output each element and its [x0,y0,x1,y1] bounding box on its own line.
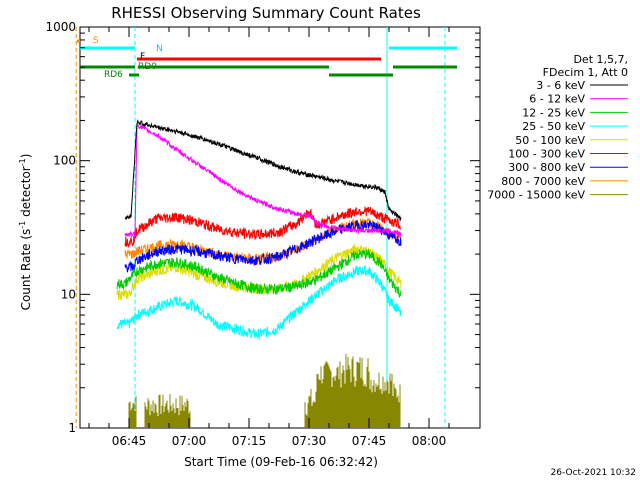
legend-header-1: Det 1,5,7, [573,53,628,66]
series-line-2 [116,249,402,298]
legend-label-0: 3 - 6 keV [536,79,585,92]
series-line-3 [116,264,402,340]
olive-block-2 [304,388,317,428]
legend-header-2: FDecim 1, Att 0 [543,66,628,79]
status-label-F: F [140,52,145,62]
status-label-RD0: RD0 [138,62,157,72]
status-label-RD6: RD6 [104,70,123,80]
x-tick-label-3: 07:30 [292,434,327,448]
legend-label-8: 7000 - 15000 keV [487,189,585,202]
y-tick-label-3: 1000 [45,20,76,34]
y-tick-label-1: 10 [61,287,76,301]
legend-label-4: 50 - 100 keV [515,134,585,147]
olive-block-3 [316,361,341,428]
x-axis-label: Start Time (09-Feb-16 06:32:42) [184,455,378,469]
legend-label-7: 800 - 7000 keV [501,175,585,188]
x-tick-label-4: 07:45 [352,434,387,448]
series-line-5 [124,206,402,249]
legend-label-1: 6 - 12 keV [529,93,585,106]
series-line-1 [124,123,402,239]
plot-frame [79,26,481,429]
y-tick-label-0: 1 [68,421,76,435]
x-tick-label-1: 07:00 [172,434,207,448]
olive-block-6 [392,383,401,428]
series-line-7 [124,216,402,265]
olive-block-4 [340,353,369,428]
legend-label-5: 100 - 300 keV [508,148,585,161]
olive-block-1 [144,394,191,428]
footer-date: 26-Oct-2021 10:32 [551,468,636,478]
x-tick-label-0: 06:45 [112,434,147,448]
series-line-0 [124,118,402,222]
status-label-N: N [156,44,163,54]
olive-block-5 [368,371,393,428]
legend-label-6: 300 - 800 keV [508,161,585,174]
y-axis-label: Count Rate (s-1 detector-1) [18,154,33,311]
x-tick-label-5: 08:00 [412,434,447,448]
status-label-S: S [93,36,99,46]
y-tick-label-2: 100 [53,154,76,168]
legend-label-2: 12 - 25 keV [522,106,585,119]
legend-label-3: 25 - 50 keV [522,120,585,133]
x-tick-label-2: 07:15 [232,434,267,448]
chart-title: RHESSI Observing Summary Count Rates [111,4,421,22]
